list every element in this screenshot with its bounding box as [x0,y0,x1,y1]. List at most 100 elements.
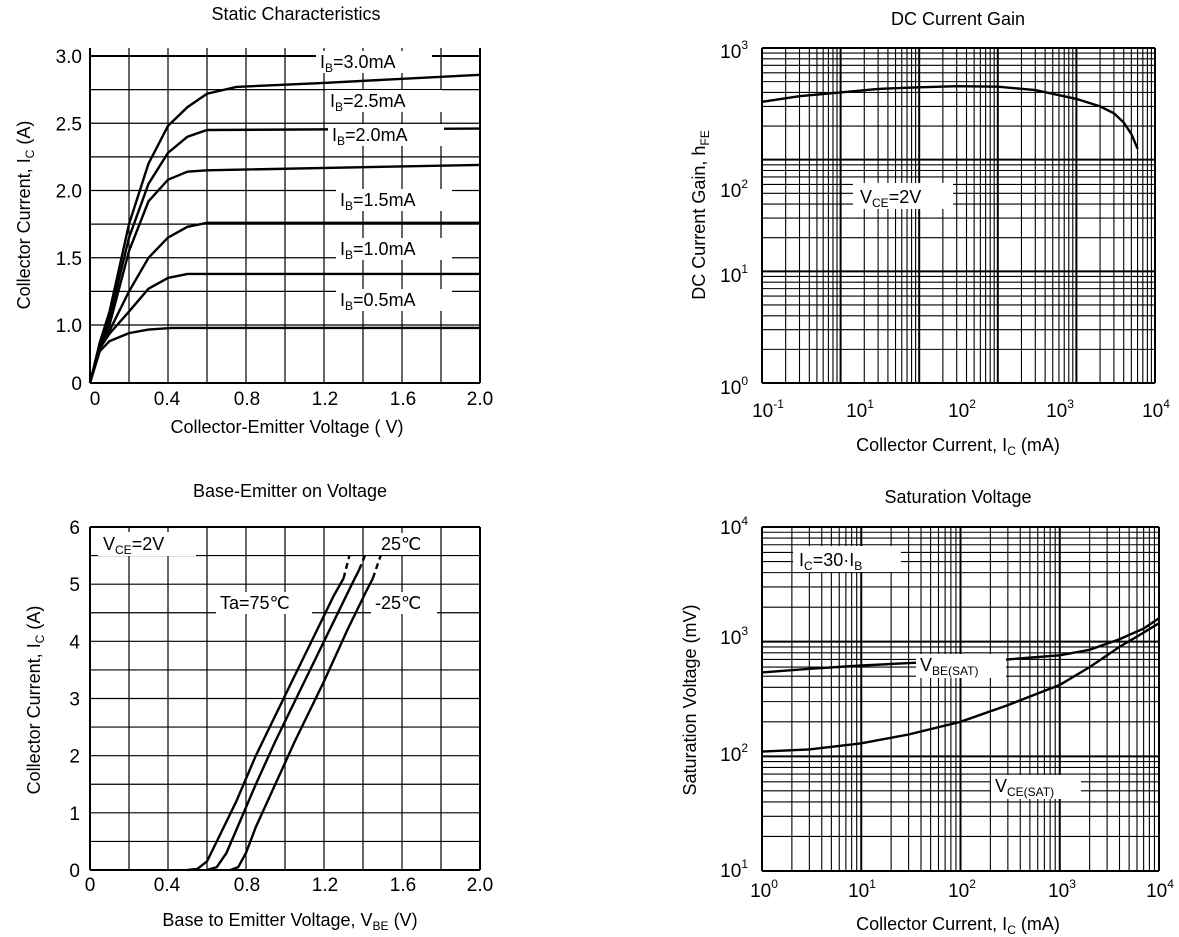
chart4-curve-labels: VBE(SAT) VCE(SAT) [916,654,1081,799]
chart1-curve-label: IB=3.0mA [320,52,396,75]
chart4-x-tick-label: 104 [1146,877,1174,902]
chart3-x-tick-label: 1.6 [390,875,416,896]
chart3-label-bg [371,592,437,614]
chart4-y-tick-label: 104 [720,514,748,539]
chart4-annotation: IC=30·IB [793,546,901,573]
chart1-y-tick-label: 3.0 [56,47,82,68]
chart4-y-tick-label: 103 [720,624,748,649]
chart1-x-ticks: 0 0.4 0.8 1.2 1.6 2.0 [90,389,494,410]
chart4-curve-label: VCE(SAT) [995,776,1054,799]
chart1-curves [88,73,481,384]
chart1-curve-3 [88,163,481,384]
chart-dc-current-gain: DC Current Gain 10-1 101 102 103 104 1001011… [689,9,1170,458]
chart1-x-tick-label: 0 [90,389,101,410]
chart4-curve-label: VBE(SAT) [920,655,978,678]
chart3-y-tick-label: 4 [69,632,80,653]
chart3-x-ticks: 0 0.4 0.8 1.2 1.6 2.0 [85,875,494,896]
chart3-label-bg [377,533,439,555]
chart4-label-bg [916,654,1006,678]
chart1-curve-2 [88,221,480,384]
chart2-x-tick-label: 102 [948,397,976,422]
chart4-x-tick-label: 102 [948,877,976,902]
chart1-x-tick-label: 1.2 [312,389,338,410]
chart3-curve-labels: Ta=75℃ 25℃ -25℃ [216,533,439,614]
chart3-x-tick-label: 0 [85,875,96,896]
chart1-curve-5 [88,73,481,384]
chart1-curve-label: IB=1.0mA [340,239,416,262]
chart1-x-tick-label: 0.4 [154,389,181,410]
chart4-y-tick-label: 101 [720,857,748,882]
chart1-y-ticks: 0 1.0 1.5 2.0 2.5 3.0 [56,47,82,395]
chart1-y-axis-label: Collector Current, IC (A) [14,121,37,310]
chart2-title: DC Current Gain [891,9,1025,29]
chart2-y-ticks: 100 101 102 103 [720,38,748,399]
chart3-y-tick-label: 1 [69,804,80,825]
chart2-curve-hfe [761,84,1139,150]
chart4-x-ticks: 100 101 102 103 104 [750,877,1174,902]
chart2-x-tick-label: 104 [1142,397,1170,422]
chart3-curve-2 [229,577,374,872]
chart4-y-tick-label: 102 [720,741,748,766]
chart1-curve-label: IB=2.0mA [332,125,408,148]
chart3-curve-dashed-2 [371,555,382,579]
chart4-y-axis-label: Saturation Voltage (mV) [680,604,700,795]
chart2-y-tick-label: 100 [720,374,748,399]
chart1-curve-labels: IB=0.5mA IB=1.0mA IB=1.5mA IB=2.0mA IB=2.5mA… [316,51,452,313]
chart1-y-tick-label: 0 [71,374,82,395]
chart4-curves [761,617,1160,753]
chart3-y-tick-label: 0 [69,861,80,882]
chart3-y-ticks: 0 1 2 3 4 5 6 [69,518,80,882]
chart3-label-bg [216,592,312,614]
chart3-y-tick-label: 6 [69,518,80,539]
chart3-x-tick-label: 0.8 [234,875,260,896]
chart1-curve-label: IB=2.5mA [330,91,406,114]
chart1-label-bg [336,189,452,211]
chart4-label-bg [991,775,1081,799]
chart3-y-tick-label: 2 [69,747,80,768]
chart3-curve-1 [206,569,361,872]
chart3-x-tick-label: 0.4 [154,875,181,896]
chart3-curve-dashed-1 [357,555,367,571]
chart3-curve-0 [187,577,345,872]
chart2-annotation: VCE=2V [853,183,953,210]
chart4-title: Saturation Voltage [884,487,1031,507]
chart3-curve-label: 25℃ [381,534,421,554]
chart1-label-bg [316,51,432,73]
chart3-y-axis-label: Collector Current, IC (A) [24,606,47,795]
chart2-curves [761,84,1139,150]
chart1-curve-label: IB=1.5mA [340,190,416,213]
chart-saturation-voltage: Saturation Voltage VBE(SAT)VCE(SAT) 100 1… [680,487,1174,937]
chart4-x-tick-label: 101 [848,877,876,902]
chart3-curve-label: Ta=75℃ [220,593,290,613]
chart3-y-tick-label: 3 [69,690,80,711]
chart4-x-tick-label: 103 [1048,877,1076,902]
svg-text:VCE=2V: VCE=2V [103,534,164,557]
chart4-x-axis-label: Collector Current, IC (mA) [856,914,1060,937]
chart2-x-ticks: 10-1 101 102 103 104 [752,397,1170,422]
chart1-x-tick-label: 1.6 [390,389,416,410]
chart4-grid [761,526,1160,872]
chart4-curve-1 [761,622,1160,753]
chart4-x-tick-label: 100 [750,877,778,902]
chart1-y-tick-label: 1.5 [56,249,82,270]
chart4-curve-0 [761,617,1160,674]
chart3-y-tick-label: 5 [69,575,80,596]
chart2-x-tick-label: 101 [846,397,874,422]
chart2-x-axis-label: Collector Current, IC (mA) [856,435,1060,458]
chart1-label-bg [336,289,452,311]
chart-static-characteristics: Static Characteristics IB=0.5mAIB=1.0mAI… [14,4,493,437]
chart3-curve-dashed-0 [342,555,351,579]
chart2-y-tick-label: 101 [720,262,748,287]
chart2-y-axis-label: DC Current Gain, hFE [689,130,712,299]
chart1-label-bg [336,238,452,260]
chart3-curves [187,555,382,872]
chart1-label-bg [326,90,442,112]
chart1-y-tick-label: 1.0 [56,316,82,337]
chart3-curve-label: -25℃ [375,593,421,613]
chart1-x-tick-label: 0.8 [234,389,260,410]
chart1-y-tick-label: 2.0 [56,182,82,203]
chart1-y-tick-label: 2.5 [56,114,82,135]
chart3-x-axis-label: Base to Emitter Voltage, VBE (V) [162,910,417,933]
